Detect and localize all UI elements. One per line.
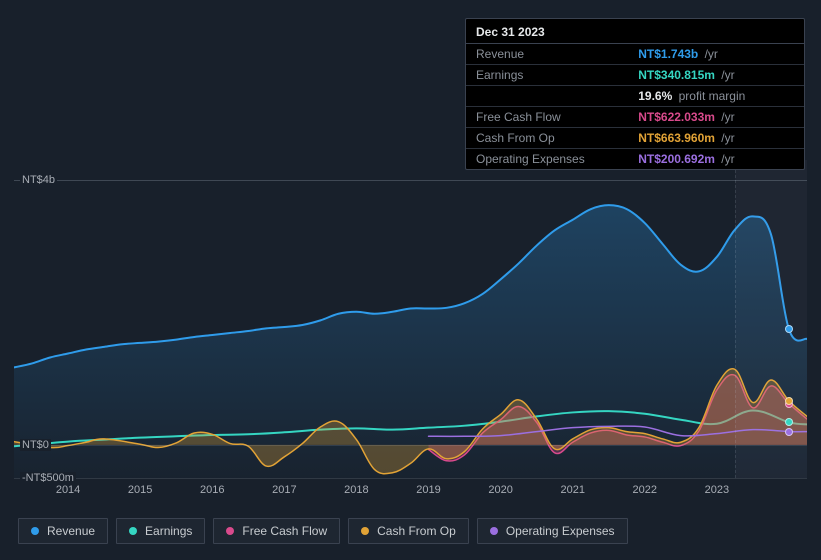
series-marker — [785, 418, 793, 426]
tooltip-date: Dec 31 2023 — [466, 19, 804, 44]
legend-swatch — [129, 527, 137, 535]
legend-item[interactable]: Earnings — [116, 518, 205, 544]
legend-label: Earnings — [145, 524, 192, 538]
tooltip-table: RevenueNT$1.743b /yrEarningsNT$340.815m … — [466, 44, 804, 169]
y-gridline — [14, 445, 807, 446]
legend-item[interactable]: Operating Expenses — [477, 518, 628, 544]
tooltip-metric-value: NT$200.692m /yr — [628, 149, 804, 170]
y-gridline — [14, 478, 807, 479]
chart-tooltip: Dec 31 2023 RevenueNT$1.743b /yrEarnings… — [465, 18, 805, 170]
tooltip-metric-value: NT$622.033m /yr — [628, 107, 804, 128]
x-axis-label: 2022 — [633, 484, 657, 496]
financials-chart[interactable]: NT$4bNT$0-NT$500m — [14, 160, 807, 478]
tooltip-metric-value: NT$1.743b /yr — [628, 44, 804, 65]
x-axis-label: 2020 — [488, 484, 512, 496]
legend-label: Cash From Op — [377, 524, 456, 538]
legend-swatch — [31, 527, 39, 535]
tooltip-metric-label — [466, 86, 628, 107]
x-axis-label: 2016 — [200, 484, 224, 496]
legend-item[interactable]: Cash From Op — [348, 518, 469, 544]
legend-label: Revenue — [47, 524, 95, 538]
legend-item[interactable]: Revenue — [18, 518, 108, 544]
y-axis-label: NT$0 — [20, 439, 51, 451]
legend-item[interactable]: Free Cash Flow — [213, 518, 340, 544]
y-axis-label: -NT$500m — [20, 472, 76, 484]
x-axis-label: 2021 — [560, 484, 584, 496]
tooltip-metric-label: Free Cash Flow — [466, 107, 628, 128]
x-axis: 2014 2015 2016 2017 2018 2019 2020 2021 2022 2023 — [14, 484, 807, 504]
tooltip-metric-label: Earnings — [466, 65, 628, 86]
x-axis-label: 2014 — [56, 484, 80, 496]
tooltip-metric-value: NT$340.815m /yr — [628, 65, 804, 86]
chart-legend: Revenue Earnings Free Cash Flow Cash From O… — [18, 518, 628, 544]
x-axis-label: 2023 — [705, 484, 729, 496]
tooltip-metric-value: 19.6% profit margin — [628, 86, 804, 107]
legend-swatch — [490, 527, 498, 535]
tooltip-metric-label: Cash From Op — [466, 128, 628, 149]
x-axis-label: 2019 — [416, 484, 440, 496]
tooltip-metric-value: NT$663.960m /yr — [628, 128, 804, 149]
tooltip-metric-label: Revenue — [466, 44, 628, 65]
series-marker — [785, 397, 793, 405]
future-region — [735, 160, 807, 478]
series-marker — [785, 428, 793, 436]
legend-swatch — [226, 527, 234, 535]
series-marker — [785, 325, 793, 333]
legend-swatch — [361, 527, 369, 535]
x-axis-label: 2018 — [344, 484, 368, 496]
x-axis-label: 2017 — [272, 484, 296, 496]
x-axis-label: 2015 — [128, 484, 152, 496]
legend-label: Operating Expenses — [506, 524, 615, 538]
y-gridline — [14, 180, 807, 181]
chart-svg — [14, 160, 807, 478]
y-axis-label: NT$4b — [20, 174, 57, 186]
tooltip-metric-label: Operating Expenses — [466, 149, 628, 170]
legend-label: Free Cash Flow — [242, 524, 327, 538]
